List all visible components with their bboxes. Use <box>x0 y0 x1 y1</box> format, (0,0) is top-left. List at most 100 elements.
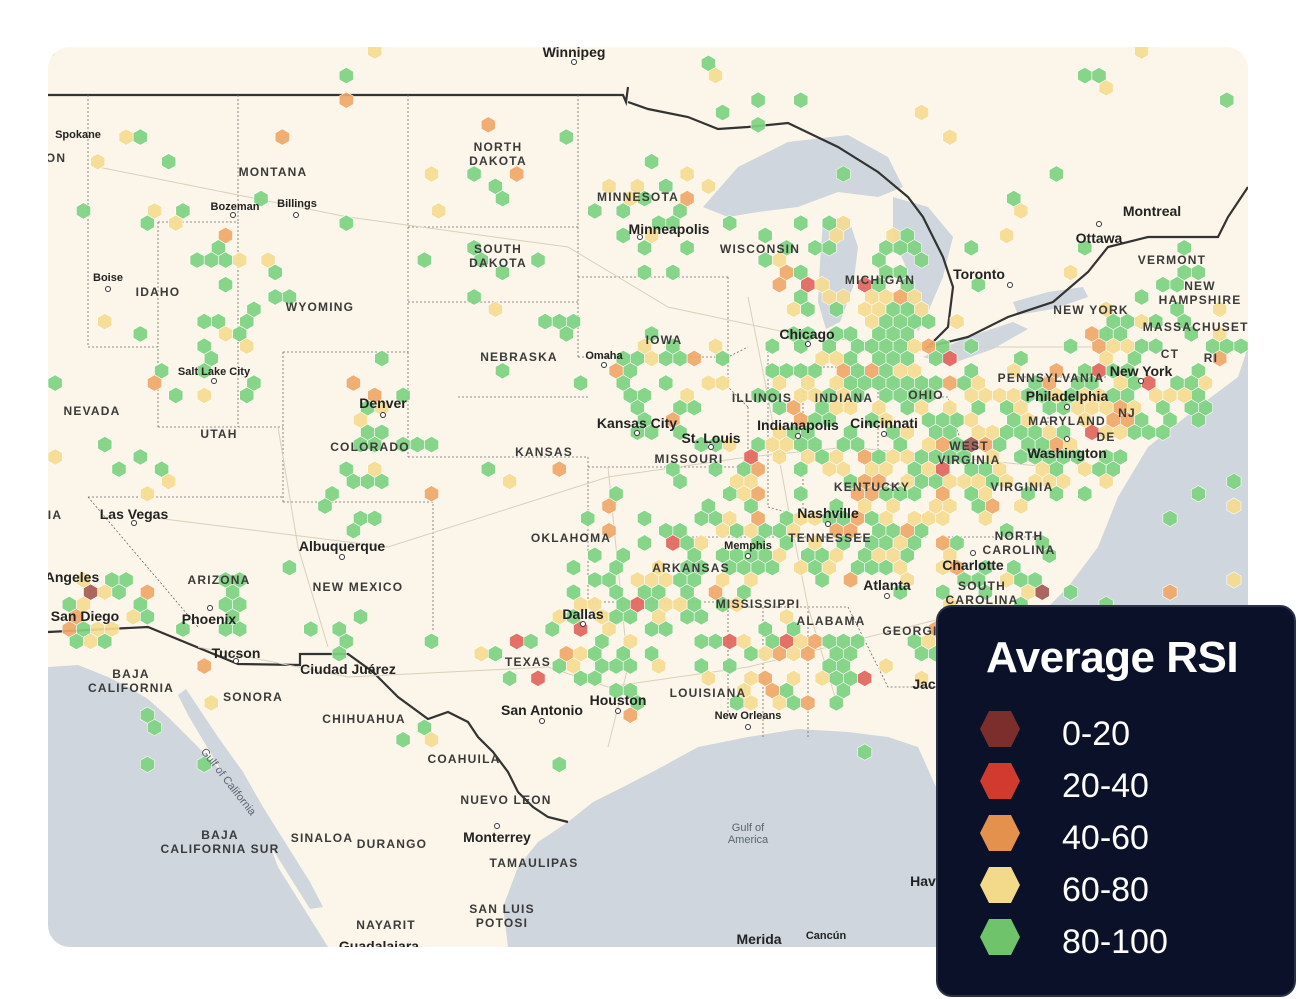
rsi-hex-cell <box>793 485 809 503</box>
rsi-hex-cell <box>374 472 390 491</box>
rsi-hex-cell <box>239 386 255 404</box>
city-dot <box>539 718 545 724</box>
city-dot <box>601 362 607 368</box>
rsi-hex-cell <box>566 559 581 577</box>
rsi-hex-cell <box>750 116 766 134</box>
gulf-of-california-water <box>178 689 323 909</box>
rsi-hex-cell <box>1098 472 1114 491</box>
city-label-havana: Hav <box>910 873 936 889</box>
rsi-hex-cell <box>132 448 148 466</box>
rsi-hex-cell <box>793 91 809 109</box>
rsi-hex-cell <box>757 226 773 245</box>
rsi-hex-cell <box>914 669 929 687</box>
rsi-hex-cell <box>140 485 155 503</box>
rsi-hex-cell <box>1006 362 1022 380</box>
city-dot <box>580 621 586 627</box>
rsi-hex-cell <box>1212 300 1228 318</box>
rsi-hex-cell <box>558 325 574 343</box>
state-label-baja-california: BAJA CALIFORNIA <box>88 667 174 695</box>
state-label-nuevo-leon: NUEVO LEON <box>460 793 552 807</box>
rsi-hex-cell <box>48 47 56 60</box>
city-label-nashville: Nashville <box>797 505 859 521</box>
city-dot <box>494 823 500 829</box>
state-label-michigan: MICHIGAN <box>844 273 916 287</box>
rsi-hex-cell <box>800 645 816 663</box>
rsi-hex-cell <box>771 448 787 466</box>
rsi-hex-cell <box>267 263 283 281</box>
rsi-hex-cell <box>814 571 830 589</box>
rsi-hex-cell <box>338 91 354 109</box>
rsi-hex-cell <box>338 67 354 85</box>
rsi-hex-cell <box>1226 497 1242 515</box>
rsi-hex-cell <box>367 47 383 60</box>
state-label-colorado: COLORADO <box>330 440 410 454</box>
state-label-alabama: ALABAMA <box>796 614 866 628</box>
city-label-memphis: Memphis <box>724 540 772 552</box>
rsi-hex-cell <box>679 165 695 183</box>
state-label-mississippi: MISSISSIPPI <box>715 597 801 611</box>
legend-title: Average RSI <box>986 633 1239 682</box>
rsi-hex-cell <box>665 263 681 281</box>
rsi-hex-cell <box>821 411 837 429</box>
rsi-hex-cell <box>282 559 297 577</box>
rsi-hex-cell <box>601 522 617 540</box>
rsi-hex-cell <box>487 645 503 663</box>
rsi-hexbin-layer <box>48 47 1248 773</box>
rsi-hex-cell <box>601 177 617 195</box>
city-label-dallas: Dallas <box>562 606 604 622</box>
city-label-guadalajara: Guadalajara <box>338 938 420 947</box>
state-label-west-virginia: WEST VIRGINIA <box>937 439 1001 467</box>
rsi-hex-cell <box>914 251 929 269</box>
rsi-hex-cell <box>1034 583 1050 601</box>
city-label-omaha: Omaha <box>585 350 623 362</box>
state-label-wyoming: WYOMING <box>285 300 355 314</box>
city-dot <box>1064 436 1070 442</box>
city-label-spokane: Spokane <box>55 129 101 141</box>
rsi-hex-cell <box>615 202 631 220</box>
rsi-hex-cell <box>949 313 965 331</box>
rsi-hex-cell <box>196 386 212 404</box>
rsi-hex-cell <box>857 743 873 761</box>
rsi-hex-cell <box>111 583 127 601</box>
rsi-hex-cell <box>111 460 127 478</box>
rsi-hex-cell <box>424 436 439 454</box>
rsi-hex-cell <box>1219 91 1235 109</box>
rsi-hex-cell <box>345 522 361 540</box>
state-label-massachusetts: MASSACHUSETT <box>1142 320 1248 334</box>
rsi-hex-cell <box>480 116 496 134</box>
rsi-hex-cell <box>942 128 958 146</box>
city-dot <box>637 234 643 240</box>
city-label-kansas-city: Kansas City <box>596 415 678 431</box>
rsi-hex-cell <box>857 669 873 687</box>
rsi-hex-cell <box>672 423 688 441</box>
legend-label-60-80: 60-80 <box>1062 871 1149 909</box>
city-label-jacksonville: Jac <box>912 676 936 692</box>
city-label-chicago: Chicago <box>779 326 835 342</box>
rsi-hex-cell <box>374 349 390 368</box>
rsi-hex-cell <box>921 313 937 331</box>
legend-swatch-20-40 <box>980 763 1020 799</box>
rsi-hex-cell <box>658 620 674 638</box>
state-borders <box>87 95 1109 737</box>
state-label-indiana: INDIANA <box>814 391 874 405</box>
state-label-sinaloa: SINALOA <box>290 831 354 845</box>
rsi-hex-cell <box>424 731 439 749</box>
rsi-hex-cell <box>1169 276 1185 294</box>
rsi-hex-cell <box>232 251 248 269</box>
rsi-hex-cell <box>466 288 482 306</box>
city-label-merida: Merida <box>736 931 782 947</box>
state-label-texas: TEXAS <box>504 655 552 669</box>
rsi-hex-cell <box>544 620 560 638</box>
rsi-hex-cell <box>722 214 738 232</box>
state-label-south-dakota: SOUTH DAKOTA <box>469 242 527 270</box>
city-dot <box>1064 404 1070 410</box>
rsi-hex-cell <box>743 694 759 712</box>
rsi-hex-cell <box>715 103 731 122</box>
rsi-hex-cell <box>999 522 1015 540</box>
rsi-hex-cell <box>999 226 1015 245</box>
rsi-hex-cell <box>637 509 652 527</box>
rsi-hex-cell <box>1134 47 1149 60</box>
state-label-nayarit: NAYARIT <box>356 918 416 932</box>
rsi-hex-cell <box>218 276 233 294</box>
state-label-nj: NJ <box>1118 406 1136 420</box>
